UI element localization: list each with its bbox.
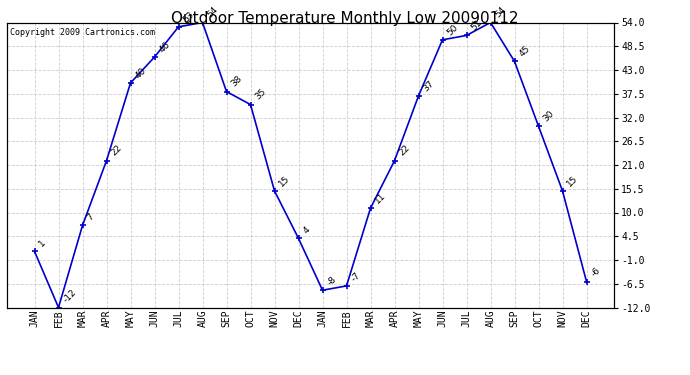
Text: -8: -8 (325, 275, 338, 288)
Text: 15: 15 (565, 174, 580, 188)
Text: 54: 54 (206, 5, 219, 20)
Text: 37: 37 (422, 79, 436, 93)
Text: 7: 7 (86, 212, 96, 223)
Text: 22: 22 (397, 144, 412, 158)
Text: 53: 53 (181, 9, 196, 24)
Text: 45: 45 (518, 44, 532, 58)
Text: Copyright 2009 Cartronics.com: Copyright 2009 Cartronics.com (10, 28, 155, 37)
Text: 46: 46 (157, 40, 172, 54)
Text: 11: 11 (373, 191, 388, 206)
Text: 15: 15 (277, 174, 292, 188)
Text: -6: -6 (589, 266, 602, 279)
Text: 22: 22 (109, 144, 124, 158)
Text: -12: -12 (61, 288, 78, 305)
Text: Outdoor Temperature Monthly Low 20090112: Outdoor Temperature Monthly Low 20090112 (171, 11, 519, 26)
Text: 1: 1 (37, 238, 48, 249)
Text: 35: 35 (253, 87, 268, 102)
Text: 50: 50 (445, 22, 460, 37)
Text: 30: 30 (541, 109, 555, 123)
Text: 38: 38 (229, 74, 244, 89)
Text: 4: 4 (302, 225, 312, 236)
Text: 54: 54 (493, 5, 508, 20)
Text: -7: -7 (349, 270, 362, 283)
Text: 51: 51 (469, 18, 484, 33)
Text: 40: 40 (133, 66, 148, 80)
